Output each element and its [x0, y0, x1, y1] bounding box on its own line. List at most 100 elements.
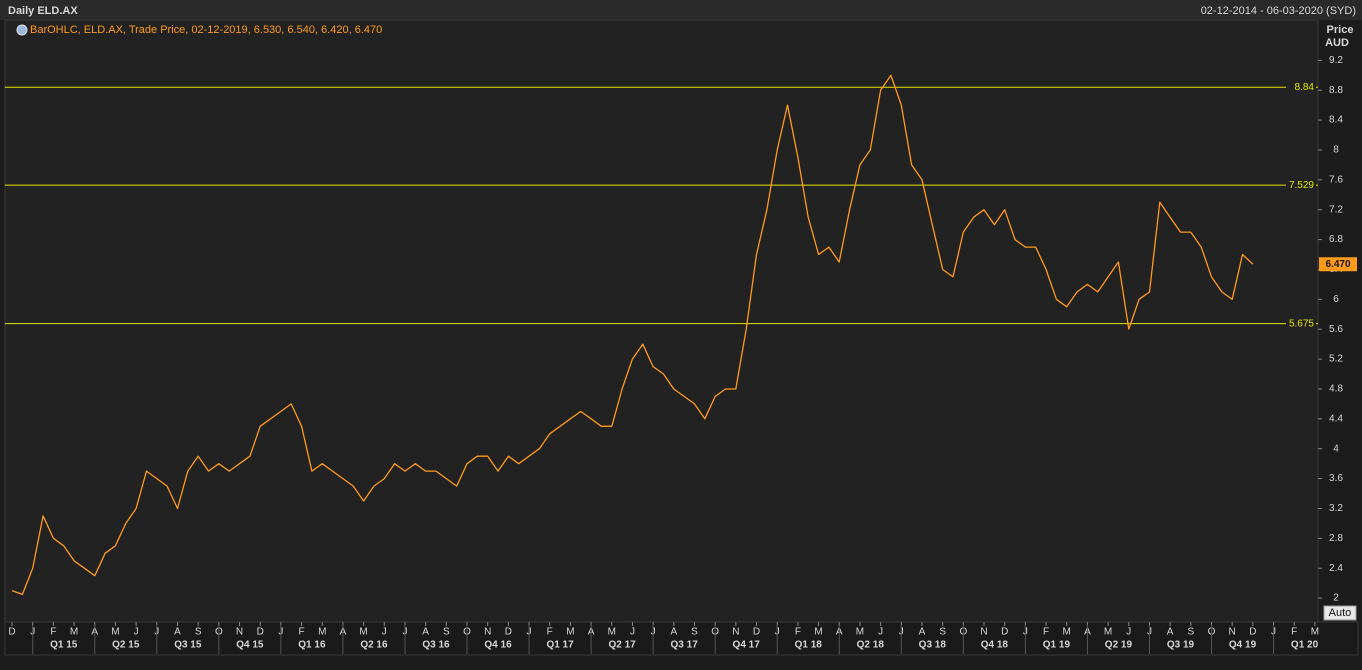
last-price-marker [1319, 257, 1357, 272]
quarter-label: Q3 16 [422, 640, 450, 651]
y-tick-label: 3.6 [1329, 473, 1343, 484]
x-tick-label: D [1249, 627, 1256, 638]
x-tick-label: D [8, 627, 15, 638]
level-label: 5.675 [1289, 318, 1314, 329]
y-tick-label: 9.2 [1329, 55, 1343, 66]
x-tick-label: F [1043, 627, 1049, 638]
y-tick-label: 6.8 [1329, 234, 1343, 245]
x-tick-label: A [1167, 627, 1174, 638]
y-tick-label: 5.6 [1329, 324, 1343, 335]
level-label-bg [1286, 178, 1316, 193]
quarter-label: Q2 19 [1105, 640, 1133, 651]
x-tick-label: F [50, 627, 56, 638]
quarter-label: Q4 16 [484, 640, 512, 651]
y-tick-label: 3.2 [1329, 503, 1343, 514]
quarter-label: Q2 15 [112, 640, 140, 651]
quarter-label: Q1 19 [1043, 640, 1071, 651]
x-tick-label: D [753, 627, 760, 638]
x-tick-label: M [1104, 627, 1112, 638]
header-bar [0, 0, 1362, 20]
x-tick-label: A [422, 627, 429, 638]
x-tick-label: M [1311, 627, 1319, 638]
date-range: 02-12-2014 - 06-03-2020 (SYD) [1201, 5, 1356, 17]
auto-button-label[interactable]: Auto [1329, 607, 1352, 619]
x-tick-label: S [939, 627, 946, 638]
quarter-label: Q3 17 [671, 640, 699, 651]
y-tick-label: 8 [1333, 145, 1339, 156]
quarter-label: Q1 18 [795, 640, 823, 651]
legend-icon[interactable] [16, 24, 28, 36]
x-tick-label: M [111, 627, 119, 638]
x-tick-label: J [382, 627, 387, 638]
last-price-label: 6.470 [1325, 259, 1350, 270]
quarter-label: Q3 18 [919, 640, 947, 651]
y-tick-label: 4 [1333, 443, 1339, 454]
quarter-label: Q1 20 [1291, 640, 1319, 651]
x-tick-label: D [257, 627, 264, 638]
quarter-label: Q2 17 [608, 640, 636, 651]
chart-title: Daily ELD.AX [8, 5, 78, 17]
x-tick-label: M [318, 627, 326, 638]
y-tick-label: 8.4 [1329, 115, 1343, 126]
quarter-label: Q3 15 [174, 640, 202, 651]
quarter-label: Q4 18 [981, 640, 1009, 651]
level-label-bg [1286, 316, 1316, 331]
x-tick-label: M [1063, 627, 1071, 638]
y-tick-label: 4.8 [1329, 384, 1343, 395]
y-tick-label: 5.2 [1329, 354, 1343, 365]
quarter-label: Q1 16 [298, 640, 326, 651]
x-tick-label: D [505, 627, 512, 638]
plot-area [4, 19, 1319, 623]
x-tick-label: N [980, 627, 987, 638]
quarter-label: Q4 19 [1229, 640, 1257, 651]
quarter-label: Q3 19 [1167, 640, 1195, 651]
x-tick-label: A [670, 627, 677, 638]
quarter-label: Q4 17 [733, 640, 761, 651]
auto-button[interactable] [1323, 605, 1357, 621]
y-tick-label: 6 [1333, 294, 1339, 305]
quarter-label: Q1 15 [50, 640, 78, 651]
x-tick-label: F [1291, 627, 1297, 638]
level-label: 8.84 [1295, 82, 1315, 93]
x-tick-label: M [856, 627, 864, 638]
level-label: 7.529 [1289, 180, 1314, 191]
x-tick-label: M [814, 627, 822, 638]
x-tick-label: S [691, 627, 698, 638]
x-tick-label: M [359, 627, 367, 638]
y-axis-unit: AUD [1325, 37, 1349, 49]
x-tick-label: S [195, 627, 202, 638]
y-tick-label: 7.6 [1329, 174, 1343, 185]
x-tick-label: A [174, 627, 181, 638]
quarter-label: Q2 16 [360, 640, 388, 651]
legend-text: BarOHLC, ELD.AX, Trade Price, 02-12-2019… [30, 24, 382, 36]
y-tick-label: 2.4 [1329, 563, 1343, 574]
x-tick-label: F [299, 627, 305, 638]
level-label-bg [1286, 80, 1316, 95]
y-tick-label: 7.2 [1329, 204, 1343, 215]
x-tick-label: N [484, 627, 491, 638]
x-tick-label: J [878, 627, 883, 638]
x-tick-label: M [566, 627, 574, 638]
x-tick-label: J [630, 627, 635, 638]
x-tick-label: S [1187, 627, 1194, 638]
x-tick-label: A [919, 627, 926, 638]
x-tick-label: J [1126, 627, 1131, 638]
x-tick-label: J [134, 627, 139, 638]
x-axis-area [4, 621, 1359, 656]
price-line [11, 74, 1254, 596]
x-tick-label: N [1229, 627, 1236, 638]
quarter-label: Q1 17 [546, 640, 574, 651]
y-axis-label: Price [1327, 24, 1354, 36]
x-tick-label: N [732, 627, 739, 638]
quarter-label: Q2 18 [857, 640, 885, 651]
x-tick-label: M [608, 627, 616, 638]
quarter-label: Q4 15 [236, 640, 264, 651]
y-tick-label: 2.8 [1329, 533, 1343, 544]
y-tick-label: 2 [1333, 593, 1339, 604]
x-tick-label: N [236, 627, 243, 638]
y-tick-label: 8.8 [1329, 85, 1343, 96]
x-tick-label: D [1001, 627, 1008, 638]
x-tick-label: F [795, 627, 801, 638]
x-tick-label: S [443, 627, 450, 638]
